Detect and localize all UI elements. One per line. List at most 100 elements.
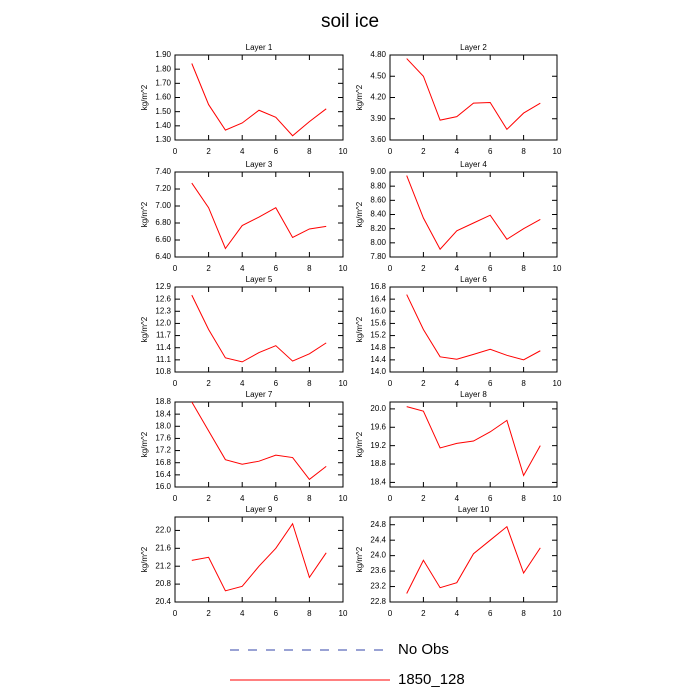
data-line <box>191 522 327 592</box>
y-tick-label: 20.8 <box>155 579 171 588</box>
y-tick-label: 1.90 <box>155 50 171 59</box>
x-tick-label: 0 <box>388 609 393 618</box>
x-tick-label: 0 <box>173 494 178 503</box>
x-tick-label: 4 <box>455 147 460 156</box>
y-tick-label: 3.90 <box>370 114 386 123</box>
panel-title: Layer 6 <box>460 275 487 284</box>
x-tick-label: 10 <box>553 609 562 618</box>
y-tick-label: 6.60 <box>155 235 171 244</box>
x-tick-label: 8 <box>521 609 526 618</box>
plot-frame <box>174 516 344 603</box>
y-tick-label: 18.0 <box>155 421 171 430</box>
panel-title: Layer 7 <box>246 390 273 399</box>
y-tick-label: 16.8 <box>155 458 171 467</box>
y-tick-label: 18.4 <box>155 409 171 418</box>
plot-frame <box>174 286 344 373</box>
legend-label: 1850_128 <box>398 671 465 688</box>
x-tick-label: 4 <box>455 494 460 503</box>
y-axis-label: kg/m^2 <box>355 546 364 572</box>
data-line <box>191 182 327 250</box>
y-tick-label: 23.6 <box>370 566 386 575</box>
y-axis-label: kg/m^2 <box>140 316 149 342</box>
x-tick-label: 10 <box>339 264 348 273</box>
y-tick-label: 22.0 <box>155 526 171 535</box>
y-tick-label: 17.6 <box>155 434 171 443</box>
panel-title: Layer 2 <box>460 43 487 52</box>
data-line <box>191 63 327 137</box>
x-tick-label: 10 <box>339 147 348 156</box>
x-tick-label: 0 <box>388 147 393 156</box>
plot-frame <box>174 401 344 488</box>
y-tick-label: 17.2 <box>155 446 171 455</box>
data-line <box>406 58 541 131</box>
data-line <box>191 401 327 481</box>
y-tick-label: 6.40 <box>155 252 171 261</box>
x-tick-label: 2 <box>421 609 426 618</box>
y-tick-label: 8.80 <box>370 181 386 190</box>
y-axis-label: kg/m^2 <box>140 201 149 227</box>
x-tick-label: 2 <box>206 494 211 503</box>
y-tick-label: 22.8 <box>370 597 386 606</box>
y-tick-label: 18.8 <box>155 397 171 406</box>
y-axis-label: kg/m^2 <box>355 316 364 342</box>
x-tick-label: 6 <box>488 609 493 618</box>
x-tick-label: 4 <box>240 609 245 618</box>
x-tick-label: 10 <box>553 494 562 503</box>
x-tick-label: 10 <box>553 147 562 156</box>
x-tick-label: 8 <box>307 609 312 618</box>
x-tick-label: 4 <box>240 264 245 273</box>
y-tick-label: 1.70 <box>155 78 171 87</box>
y-tick-label: 10.8 <box>155 367 171 376</box>
legend-label: No Obs <box>398 641 449 658</box>
y-tick-label: 7.80 <box>370 252 386 261</box>
x-tick-label: 8 <box>521 147 526 156</box>
y-tick-label: 16.4 <box>155 470 171 479</box>
y-axis-label: kg/m^2 <box>355 201 364 227</box>
y-tick-label: 16.0 <box>370 306 386 315</box>
x-tick-label: 0 <box>388 264 393 273</box>
x-tick-label: 8 <box>521 264 526 273</box>
x-tick-label: 4 <box>455 264 460 273</box>
x-tick-label: 8 <box>307 494 312 503</box>
y-axis-label: kg/m^2 <box>140 546 149 572</box>
y-tick-label: 1.80 <box>155 64 171 73</box>
x-tick-label: 6 <box>274 147 279 156</box>
y-tick-label: 1.60 <box>155 93 171 102</box>
y-tick-label: 21.6 <box>155 543 171 552</box>
panel-title: Layer 10 <box>458 505 490 514</box>
x-tick-label: 10 <box>339 609 348 618</box>
y-tick-label: 1.30 <box>155 135 171 144</box>
y-tick-label: 4.50 <box>370 71 386 80</box>
y-tick-label: 19.2 <box>370 441 386 450</box>
x-tick-label: 2 <box>206 147 211 156</box>
x-tick-label: 8 <box>307 147 312 156</box>
y-tick-label: 12.9 <box>155 282 171 291</box>
y-tick-label: 15.2 <box>370 331 386 340</box>
plot-frame <box>389 516 558 603</box>
y-axis-label: kg/m^2 <box>140 84 149 110</box>
y-tick-label: 16.8 <box>370 282 386 291</box>
y-tick-label: 15.6 <box>370 319 386 328</box>
y-tick-label: 12.3 <box>155 306 171 315</box>
x-tick-label: 10 <box>553 264 562 273</box>
x-tick-label: 8 <box>521 379 526 388</box>
y-tick-label: 14.8 <box>370 343 386 352</box>
x-tick-label: 6 <box>274 494 279 503</box>
x-tick-label: 0 <box>388 379 393 388</box>
plot-frame <box>174 171 344 258</box>
y-tick-label: 11.4 <box>156 343 172 352</box>
y-tick-label: 1.50 <box>155 107 171 116</box>
y-tick-label: 18.8 <box>370 459 386 468</box>
y-tick-label: 16.4 <box>370 294 386 303</box>
y-tick-label: 16.0 <box>155 482 171 491</box>
y-tick-label: 7.00 <box>155 201 171 210</box>
chart-title: soil ice <box>321 11 379 32</box>
x-tick-label: 8 <box>307 264 312 273</box>
y-tick-label: 4.20 <box>370 93 386 102</box>
x-tick-label: 0 <box>173 264 178 273</box>
x-tick-label: 6 <box>274 264 279 273</box>
x-tick-label: 2 <box>421 264 426 273</box>
x-tick-label: 10 <box>553 379 562 388</box>
x-tick-label: 4 <box>240 494 245 503</box>
